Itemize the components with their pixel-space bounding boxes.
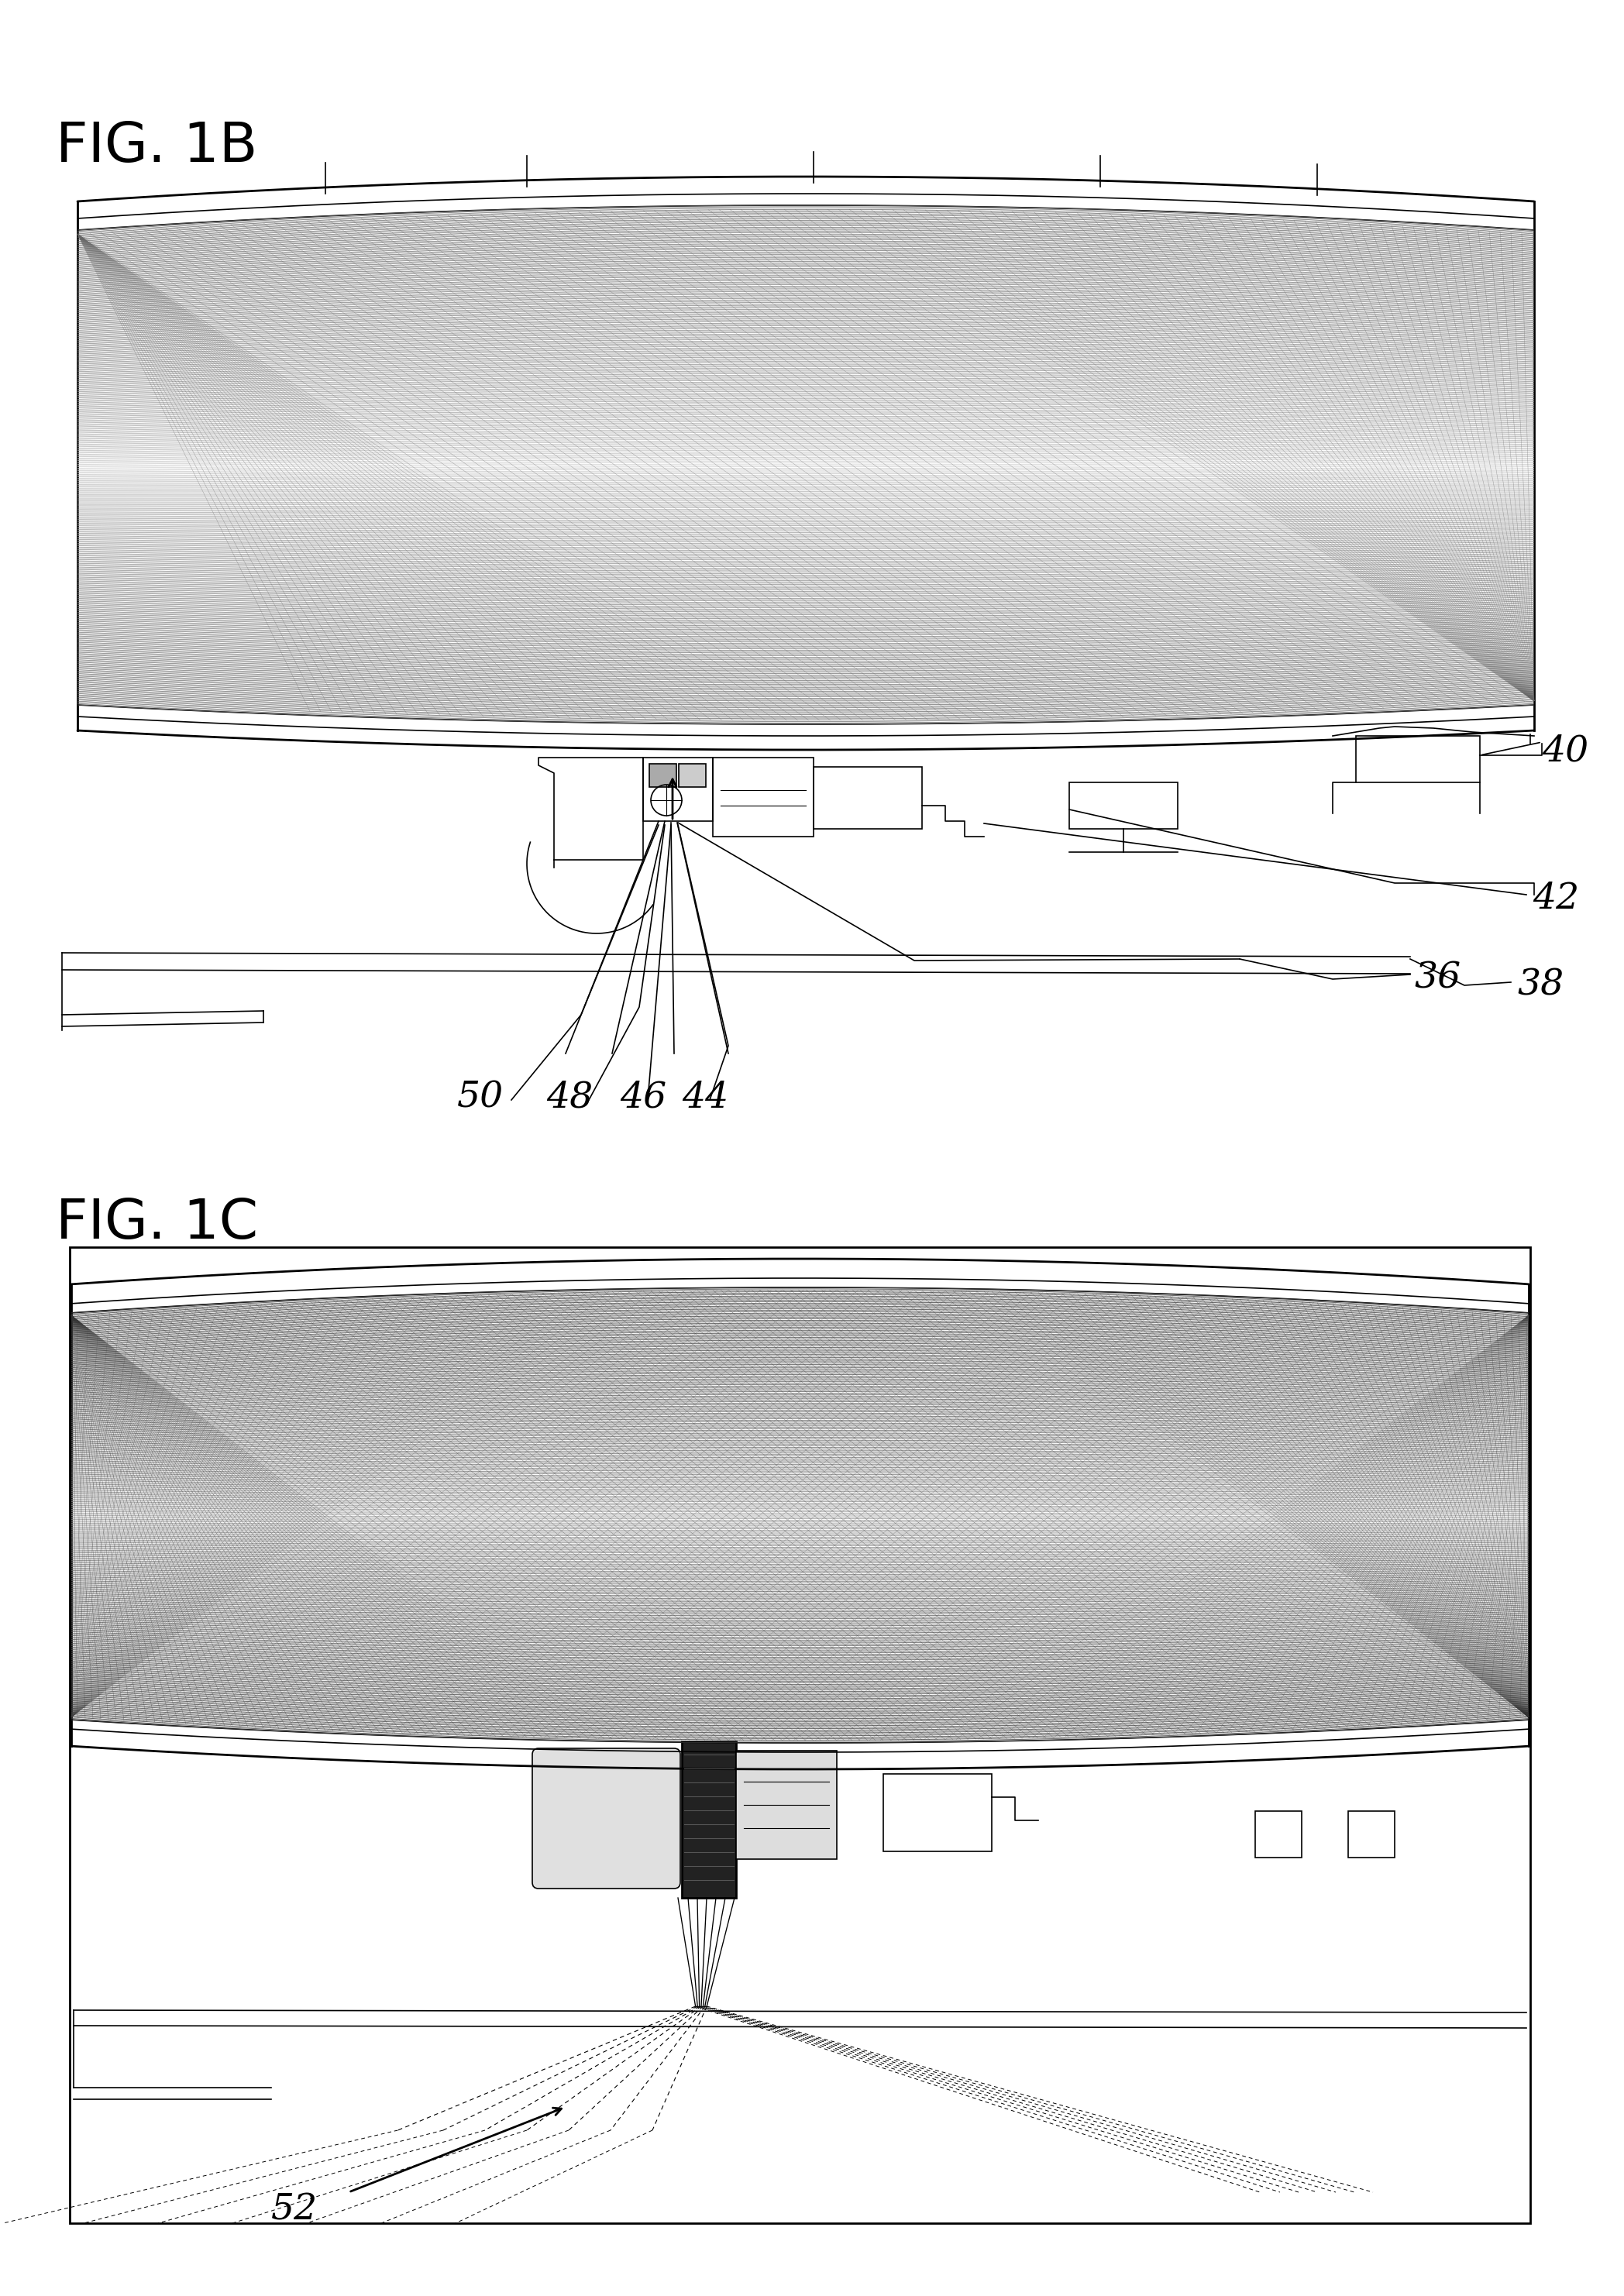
Text: 42: 42 <box>1533 882 1579 916</box>
Text: 40: 40 <box>1541 735 1588 769</box>
Bar <box>650 765 677 788</box>
Text: FIG. 1C: FIG. 1C <box>55 1196 258 1251</box>
Bar <box>1255 1812 1302 1857</box>
Text: 46: 46 <box>620 1081 666 1116</box>
Bar <box>1348 1812 1395 1857</box>
Text: 48: 48 <box>546 1081 593 1116</box>
Bar <box>814 767 922 829</box>
Bar <box>682 1740 736 1899</box>
Bar <box>70 1247 1530 2223</box>
Text: 52: 52 <box>271 2193 318 2227</box>
Text: FIG. 1B: FIG. 1B <box>55 119 258 174</box>
Text: 38: 38 <box>1517 969 1564 1003</box>
Bar <box>736 1750 836 1860</box>
Bar <box>713 758 814 836</box>
Text: 44: 44 <box>682 1081 729 1116</box>
Bar <box>883 1775 992 1851</box>
FancyBboxPatch shape <box>533 1747 680 1890</box>
Bar <box>643 758 713 822</box>
Bar <box>1356 737 1479 783</box>
Bar <box>1069 783 1177 829</box>
Text: 50: 50 <box>456 1081 503 1116</box>
Bar <box>679 765 706 788</box>
Text: 36: 36 <box>1415 960 1460 996</box>
